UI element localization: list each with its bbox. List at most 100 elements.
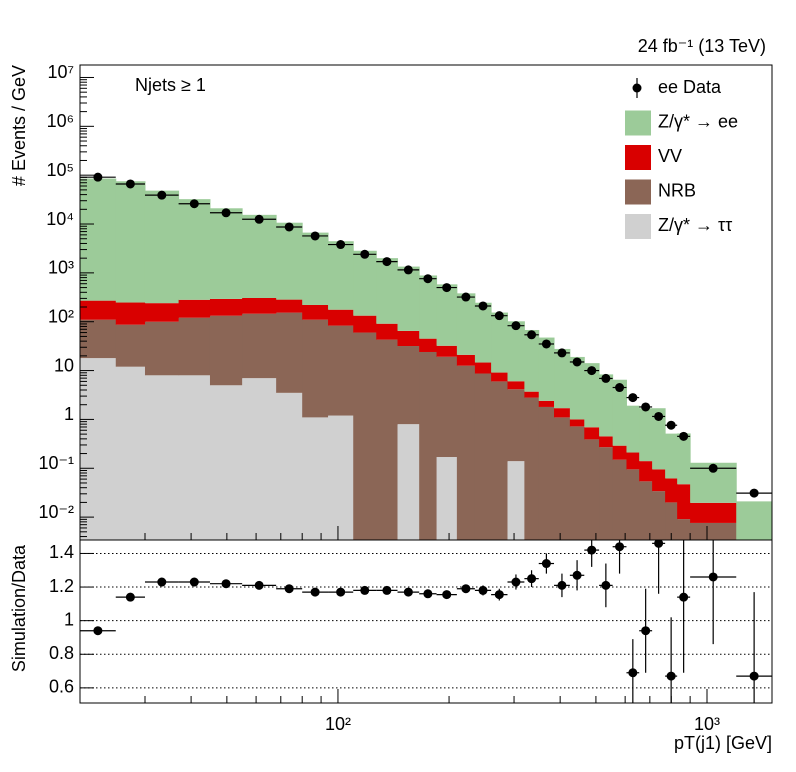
stack-segment	[209, 298, 243, 316]
stack-segment	[569, 356, 585, 420]
stack-segment	[554, 408, 571, 418]
data-point	[125, 179, 135, 189]
stack-segment	[677, 433, 691, 485]
stack-segment	[397, 424, 420, 540]
data-point	[310, 231, 320, 241]
stack-segment	[376, 339, 399, 540]
ratio-point	[360, 585, 370, 595]
stack-segment	[353, 332, 377, 540]
stack-segment	[626, 405, 640, 453]
ratio-point	[254, 580, 264, 590]
stack-segment	[491, 312, 508, 373]
stack-segment	[652, 408, 666, 470]
legend-label: Z/γ* → ee	[658, 111, 738, 131]
stack-segment	[639, 408, 653, 462]
data-point	[478, 301, 488, 311]
stack-segment	[328, 325, 354, 416]
legend-swatch	[625, 179, 651, 205]
stack-segment	[554, 348, 571, 409]
stack-segment	[507, 461, 525, 540]
stack-segment	[507, 321, 525, 382]
stack-segment	[538, 337, 555, 401]
data-point	[382, 257, 392, 267]
x-tick-label: 10³	[694, 714, 720, 734]
ratio-point	[336, 587, 346, 597]
stack-segment	[652, 491, 666, 540]
stack-segment	[353, 250, 377, 316]
ratio-point	[708, 572, 718, 582]
stack-segment	[144, 190, 180, 304]
stack-segment	[302, 417, 329, 540]
stack-segment	[397, 266, 420, 331]
stack-segment	[302, 232, 329, 305]
legend-swatch	[625, 110, 651, 136]
data-point	[641, 402, 651, 412]
ratio-point	[494, 590, 504, 600]
stack-segment	[665, 433, 678, 479]
ratio-point	[511, 577, 521, 587]
ratio-y-tick-label: 0.6	[49, 677, 74, 697]
stack-segment	[276, 312, 303, 393]
data-point	[254, 214, 264, 224]
lumi-label: 24 fb⁻¹ (13 TeV)	[638, 36, 766, 56]
stack-segment	[209, 208, 243, 299]
stack-segment	[209, 315, 243, 386]
data-point	[557, 348, 567, 358]
data-point	[679, 431, 689, 441]
y-tick-label: 10⁵	[47, 160, 74, 180]
stack-segment	[626, 469, 640, 540]
stack-segment	[436, 284, 458, 346]
ratio-point	[615, 542, 625, 552]
stack-segment	[612, 379, 627, 446]
stack-segment	[524, 329, 540, 392]
stack-segment	[436, 345, 458, 357]
stack-segment	[612, 445, 627, 460]
y-tick-label: 10⁻²	[38, 502, 74, 522]
stack-segment	[677, 519, 691, 540]
y-tick-label: 10⁴	[46, 209, 74, 229]
stack-segment	[456, 354, 476, 366]
stack-segment	[115, 324, 146, 367]
ratio-point	[749, 671, 759, 681]
ratio-point	[587, 545, 597, 555]
stack-segment	[419, 275, 438, 339]
data-point	[654, 411, 664, 421]
ratio-point	[93, 626, 103, 636]
stack-segment	[242, 378, 277, 540]
stack-segment	[507, 389, 525, 462]
data-point	[336, 240, 346, 250]
stack-segment	[328, 415, 354, 540]
stack-segment	[474, 373, 492, 540]
stack-segment	[652, 469, 666, 492]
ratio-y-tick-label: 1.2	[49, 576, 74, 596]
data-point	[442, 283, 452, 293]
ratio-point	[403, 587, 413, 597]
stack-segment	[302, 319, 329, 418]
stack-segment	[584, 439, 600, 540]
y-axis-label: # Events / GeV	[9, 65, 29, 186]
y-tick-label: 10²	[48, 306, 74, 326]
data-point	[494, 311, 504, 321]
stack-segment	[690, 522, 737, 540]
y-tick-label: 10	[54, 355, 74, 375]
data-point	[93, 172, 103, 182]
data-point	[360, 249, 370, 259]
stack-segment	[639, 481, 653, 540]
data-point	[628, 393, 638, 403]
stack-segment	[419, 351, 438, 540]
stack-segment	[569, 419, 585, 427]
stack-segment	[690, 502, 737, 523]
stack-segment	[144, 321, 180, 376]
ratio-point	[423, 589, 433, 599]
data-point	[157, 190, 167, 200]
ratio-point	[310, 587, 320, 597]
stack-segment	[538, 400, 555, 407]
stack-segment	[276, 392, 303, 540]
ratio-plot	[80, 540, 772, 703]
stack-segment	[599, 447, 614, 540]
ratio-point	[666, 671, 676, 681]
legend-marker	[632, 83, 642, 93]
stack-segment	[397, 330, 420, 347]
annotation: Njets ≥ 1	[135, 75, 206, 95]
data-point	[572, 357, 582, 367]
